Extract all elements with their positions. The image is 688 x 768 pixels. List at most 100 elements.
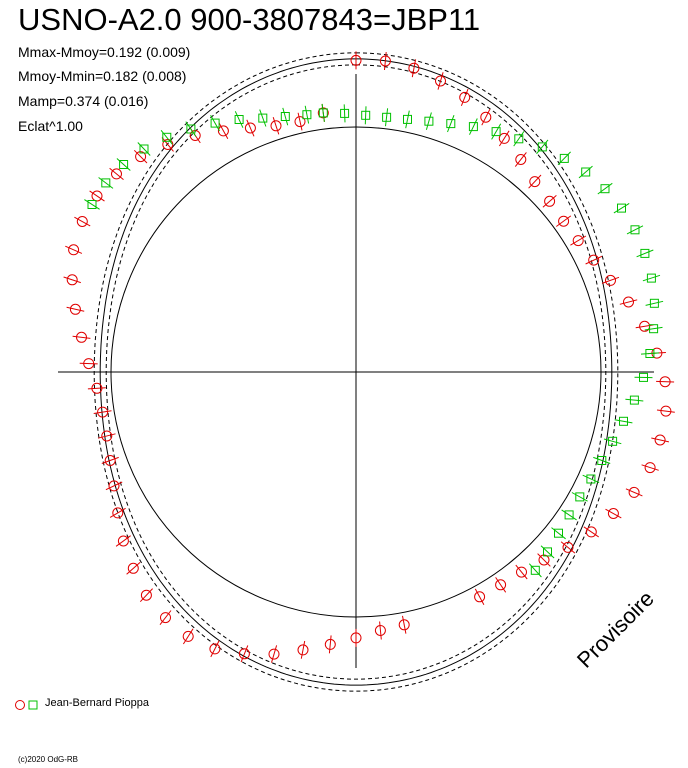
error-bar xyxy=(405,110,410,129)
error-bar xyxy=(556,215,572,227)
error-bar xyxy=(542,195,557,208)
error-bar xyxy=(66,306,85,312)
stat-amplitude: Mamp=0.374 (0.016) xyxy=(18,93,149,109)
data-point-square xyxy=(640,248,650,258)
error-bar xyxy=(614,419,633,424)
error-bar xyxy=(495,577,507,593)
data-point-square xyxy=(210,118,220,128)
error-bar xyxy=(640,352,659,355)
fit-curve xyxy=(99,58,613,686)
error-bar xyxy=(625,488,643,497)
data-point-circle xyxy=(117,535,129,547)
data-point-square xyxy=(361,110,371,120)
error-bar xyxy=(605,508,622,519)
error-bar xyxy=(656,380,675,383)
error-bar xyxy=(97,433,116,439)
error-bar xyxy=(585,255,603,265)
data-point-circle xyxy=(350,632,362,644)
data-point-circle xyxy=(516,566,527,578)
data-point-circle xyxy=(498,132,510,144)
data-point-circle xyxy=(660,405,672,417)
error-bar xyxy=(460,88,469,106)
data-point-square xyxy=(514,134,524,144)
stat-eclat: Eclat^1.00 xyxy=(18,118,83,134)
error-bar xyxy=(234,111,244,128)
data-point-square xyxy=(619,416,628,426)
error-bar xyxy=(385,108,389,127)
data-point-circle xyxy=(162,139,174,150)
data-point-circle xyxy=(588,254,600,266)
data-point-square xyxy=(639,372,648,382)
error-bar xyxy=(160,129,173,145)
data-point-square xyxy=(491,127,501,137)
data-point-square xyxy=(586,474,596,484)
error-bar xyxy=(210,640,220,658)
data-point-circle xyxy=(408,62,420,74)
error-bar xyxy=(642,274,661,282)
data-point-circle xyxy=(112,507,124,519)
data-point-square xyxy=(340,108,350,118)
data-point-square xyxy=(424,116,434,126)
error-bar xyxy=(84,199,100,210)
data-point-circle xyxy=(474,591,486,603)
error-bar xyxy=(105,481,123,491)
error-bar xyxy=(635,324,654,329)
error-bar xyxy=(636,249,654,258)
data-point-circle xyxy=(398,619,410,631)
data-point-square xyxy=(162,132,172,142)
error-bar xyxy=(551,527,566,540)
error-bar xyxy=(437,72,444,90)
error-bar xyxy=(515,564,528,580)
fit-envelope-curve xyxy=(93,52,619,692)
error-bar xyxy=(514,152,527,167)
error-bar xyxy=(498,130,510,147)
data-point-circle xyxy=(108,480,120,492)
error-bar xyxy=(619,299,638,305)
legend-circle-marker xyxy=(15,700,25,710)
data-point-square xyxy=(645,349,655,358)
data-point-circle xyxy=(623,296,634,308)
data-point-circle xyxy=(628,486,640,498)
error-bar xyxy=(343,104,346,123)
error-bar xyxy=(601,276,620,284)
data-point-circle xyxy=(83,358,95,370)
error-bar xyxy=(126,562,141,575)
data-points xyxy=(63,51,675,663)
data-point-square xyxy=(646,273,656,283)
data-point-circle xyxy=(182,630,194,642)
data-point-square xyxy=(608,436,618,446)
error-bar xyxy=(300,640,306,659)
error-bar xyxy=(379,621,382,640)
data-point-circle xyxy=(495,579,507,591)
error-bar xyxy=(98,177,114,189)
error-bar xyxy=(109,167,124,180)
error-bar xyxy=(240,645,249,663)
error-bar xyxy=(481,108,491,126)
data-point-square xyxy=(649,298,659,308)
error-bar xyxy=(182,628,194,645)
light-curves xyxy=(93,52,619,692)
data-point-circle xyxy=(270,120,282,132)
data-point-circle xyxy=(562,541,574,553)
error-bar xyxy=(593,456,611,464)
data-point-square xyxy=(564,510,574,520)
error-bar xyxy=(161,137,174,152)
data-point-square xyxy=(468,122,478,132)
data-point-circle xyxy=(544,195,556,207)
error-bar xyxy=(537,553,551,567)
data-point-circle xyxy=(140,589,152,601)
error-bar xyxy=(582,474,600,484)
error-bar xyxy=(656,409,675,413)
data-point-circle xyxy=(76,216,88,227)
data-point-circle xyxy=(605,274,616,286)
error-bar xyxy=(272,117,280,135)
data-point-square xyxy=(302,110,312,120)
error-bar xyxy=(93,410,112,414)
error-bar xyxy=(561,509,577,521)
error-bar xyxy=(74,216,91,227)
data-point-square xyxy=(630,225,640,235)
data-point-square xyxy=(559,153,569,163)
data-point-circle xyxy=(91,190,103,202)
legend-markers xyxy=(15,700,38,710)
data-point-circle xyxy=(607,508,619,519)
